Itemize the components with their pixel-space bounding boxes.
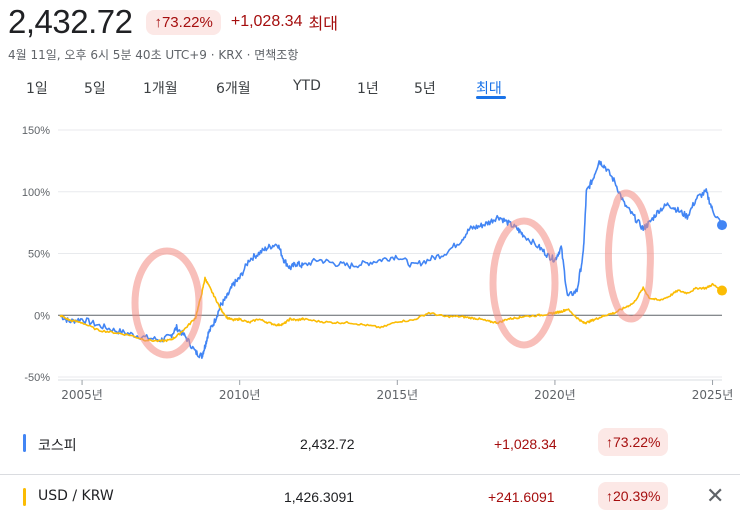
usdkrw-abs-change: +241.6091 bbox=[488, 489, 555, 505]
current-price: 2,432.72 bbox=[8, 3, 133, 40]
usdkrw-pct-badge: ↑20.39% bbox=[598, 482, 669, 510]
y-tick-label: 0% bbox=[34, 310, 50, 322]
x-tick-label: 2005년 bbox=[61, 388, 103, 402]
annotation-circle-2009 bbox=[131, 247, 203, 359]
header: 2,432.72 ↑73.22% +1,028.34 최대 bbox=[8, 2, 338, 42]
period-label: 최대 bbox=[308, 14, 338, 33]
y-tick-label: 150% bbox=[22, 125, 50, 137]
abs-change: +1,028.34 bbox=[230, 13, 303, 30]
x-tick-label: 2010년 bbox=[219, 388, 261, 402]
y-axis-labels: 150% 100% 50% 0% -50% bbox=[22, 125, 50, 384]
y-tick-label: -50% bbox=[24, 372, 50, 384]
usdkrw-swatch bbox=[23, 488, 26, 506]
tab-1y[interactable]: 1년 bbox=[357, 81, 379, 97]
kospi-pct-badge: ↑73.22% bbox=[598, 428, 669, 456]
tab-5d[interactable]: 5일 bbox=[84, 81, 106, 97]
timestamp-subtitle: 4월 11일, 오후 6시 5분 40초 UTC+9 · KRX · 면책조항 bbox=[8, 48, 299, 62]
active-tab-indicator bbox=[476, 96, 506, 99]
kospi-abs-change: +1,028.34 bbox=[494, 436, 557, 452]
x-tick-label: 2020년 bbox=[534, 388, 576, 402]
usdkrw-value: 1,426.3091 bbox=[284, 489, 355, 505]
annotation-circles bbox=[131, 189, 654, 359]
series-line-1 bbox=[59, 276, 723, 343]
x-tick-label: 2025년 bbox=[692, 388, 734, 402]
legend-divider bbox=[0, 474, 740, 475]
y-tick-label: 100% bbox=[22, 187, 50, 199]
annotation-circle-2022 bbox=[604, 189, 654, 323]
tab-max[interactable]: 최대 bbox=[476, 81, 502, 97]
tab-ytd[interactable]: YTD bbox=[293, 78, 321, 94]
series-endpoint-0 bbox=[717, 220, 727, 231]
pct-change-badge: ↑73.22% bbox=[146, 9, 221, 35]
tab-1m[interactable]: 1개월 bbox=[143, 81, 178, 97]
kospi-name: 코스피 bbox=[38, 438, 77, 454]
tab-1d[interactable]: 1일 bbox=[26, 81, 48, 97]
legend-row-kospi[interactable]: 코스피 2,432.72 +1,028.34 ↑73.22% bbox=[0, 420, 740, 466]
y-tick-label: 50% bbox=[28, 249, 50, 261]
tab-6m[interactable]: 6개월 bbox=[216, 81, 251, 97]
tab-5y[interactable]: 5년 bbox=[414, 81, 436, 97]
price-chart[interactable]: 150%100%50%0%-50% 2005년 2010년 2015년 2020년 20… bbox=[0, 112, 740, 412]
series-endpoint-1 bbox=[717, 285, 727, 296]
close-icon[interactable]: ✕ bbox=[706, 484, 725, 509]
range-tabs: 1일 5일 1개월 6개월 YTD 1년 5년 최대 bbox=[0, 72, 740, 102]
kospi-swatch bbox=[23, 434, 26, 452]
kospi-value: 2,432.72 bbox=[300, 436, 355, 452]
legend-row-usdkrw[interactable]: USD / KRW 1,426.3091 +241.6091 ↑20.39% ✕ bbox=[0, 476, 740, 522]
x-tick-label: 2015년 bbox=[377, 388, 419, 402]
usdkrw-name: USD / KRW bbox=[38, 488, 114, 504]
x-axis-labels: 2005년 2010년 2015년 2020년 2025년 bbox=[61, 380, 733, 402]
annotation-circle-2020 bbox=[489, 217, 559, 349]
